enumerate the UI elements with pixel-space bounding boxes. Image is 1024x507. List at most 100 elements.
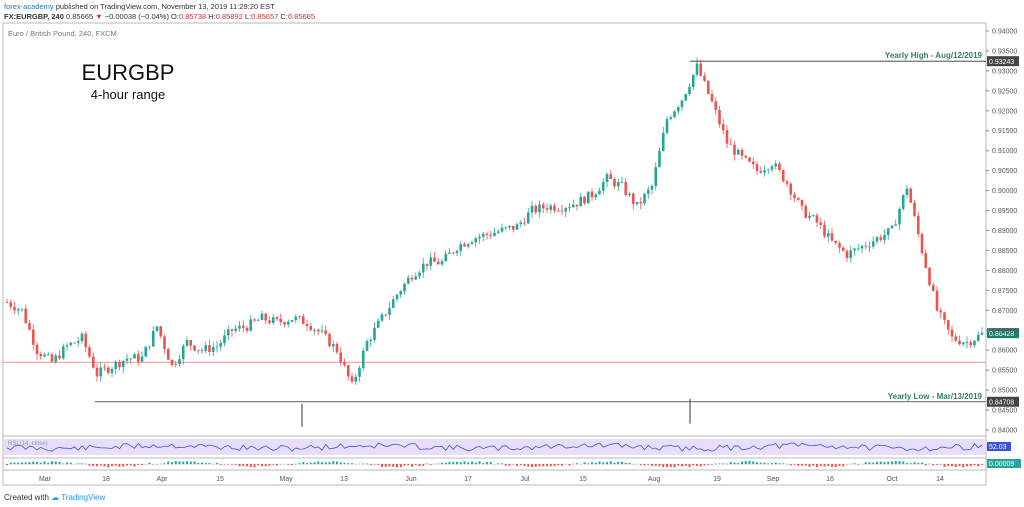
candle-body	[695, 63, 699, 75]
macd-bar	[797, 464, 800, 466]
macd-bar	[628, 463, 631, 465]
macd-bar	[879, 461, 882, 465]
macd-bar	[456, 461, 458, 465]
candle-body	[5, 302, 9, 304]
candle-body	[264, 313, 268, 321]
macd-bar	[771, 463, 773, 465]
macd-bar	[43, 461, 46, 465]
macd-bar	[47, 462, 50, 465]
candle-body	[24, 308, 28, 323]
published-text: published on TradingView.com, November 1…	[55, 2, 275, 11]
candle-body	[808, 215, 811, 218]
macd-bar	[602, 462, 605, 465]
candle-body	[500, 227, 504, 232]
macd-bar	[891, 461, 893, 465]
macd-bar	[474, 462, 477, 465]
candle-body	[133, 354, 136, 359]
macd-bar	[261, 464, 263, 467]
candle-body	[601, 181, 605, 191]
candle-body	[631, 193, 635, 205]
macd-bar	[133, 464, 136, 467]
y-tick-label: 0.84500	[992, 408, 1017, 415]
candle-body	[230, 329, 234, 331]
macd-bar	[92, 464, 95, 467]
macd-bar	[778, 463, 781, 465]
candle-body	[474, 238, 478, 243]
macd-bar	[748, 460, 751, 465]
macd-bar	[24, 462, 27, 465]
macd-bar	[531, 464, 533, 468]
x-tick-label: 13	[340, 476, 348, 483]
macd-bar	[763, 462, 766, 465]
macd-bar	[538, 464, 541, 467]
candle-body	[106, 367, 110, 373]
macd-bar	[681, 464, 683, 467]
macd-bar	[287, 464, 290, 465]
low-label: L:	[244, 12, 252, 21]
macd-bar	[339, 462, 342, 465]
candle-body	[890, 225, 894, 229]
candle-body	[9, 302, 13, 307]
macd-bar	[527, 464, 530, 467]
candle-body	[774, 163, 778, 167]
candle-body	[279, 318, 283, 323]
candle-body	[219, 343, 223, 347]
price-axis[interactable]: 0.94000 0.93500 0.93000 0.92500 0.92000 0.915…	[986, 28, 1017, 435]
candle-body	[39, 353, 43, 357]
macd-bar	[981, 464, 983, 465]
candle-body	[834, 240, 838, 243]
macd-bar	[407, 464, 410, 466]
macd-bar	[812, 464, 815, 466]
macd-bar	[118, 464, 121, 467]
macd-bar	[542, 464, 545, 467]
candle-body	[294, 316, 298, 320]
candle-body	[204, 345, 208, 351]
rsi-label: RSI (14, close)	[8, 441, 48, 447]
candle-body	[403, 283, 406, 292]
candle-body	[725, 130, 729, 144]
macd-bar	[714, 463, 717, 465]
macd-bar	[662, 464, 665, 468]
candle-body	[301, 316, 305, 325]
candle-body	[616, 182, 620, 187]
yearly-low-tag-bg	[987, 396, 1019, 407]
macd-bar	[159, 463, 162, 465]
candle-body	[781, 170, 785, 182]
candle-body	[13, 306, 16, 311]
tradingview-brand-link[interactable]: TradingView	[61, 493, 106, 502]
candle-body	[628, 193, 631, 195]
macd-bar	[523, 464, 526, 467]
candle-body	[939, 310, 943, 313]
macd-bar	[673, 464, 676, 468]
macd-bar	[452, 461, 455, 465]
candle-body	[845, 250, 849, 259]
macd-bar	[163, 463, 166, 465]
author-link[interactable]: forex-academy	[4, 2, 54, 11]
macd-bar	[774, 462, 777, 465]
time-axis[interactable]: Mar 18 Apr 15 May 13 Jun 17 Jul 15 Aug 19 Sep 16 Oct 14	[39, 476, 944, 483]
macd-bar	[666, 464, 668, 468]
x-tick-label: Apr	[157, 476, 169, 483]
macd-bar	[39, 462, 42, 465]
candle-body	[744, 155, 748, 158]
x-tick-label: 15	[216, 476, 224, 483]
candle-body	[365, 341, 369, 351]
macd-bar	[84, 463, 87, 465]
candle-body	[95, 367, 99, 377]
candle-body	[350, 376, 354, 382]
macd-bar	[178, 461, 181, 465]
candle-body	[253, 319, 256, 321]
macd-bar	[699, 464, 702, 467]
candle-body	[103, 367, 106, 369]
macd-bar	[722, 463, 725, 465]
candle-body	[76, 341, 80, 343]
candle-body	[46, 354, 50, 356]
candle-body	[489, 234, 493, 236]
candle-body	[755, 164, 759, 171]
macd-bar	[399, 464, 402, 468]
macd-bar	[613, 462, 616, 465]
macd-bar	[711, 464, 713, 465]
candle-body	[886, 228, 890, 235]
candle-body	[703, 75, 706, 81]
